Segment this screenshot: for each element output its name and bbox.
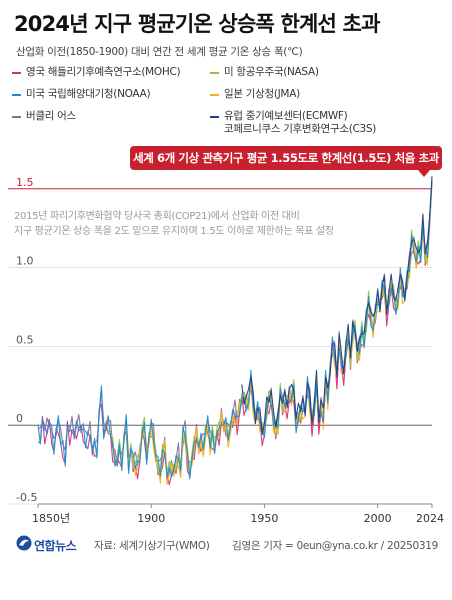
footer: 연합뉴스 자료: 세계기상기구(WMO) 김영은 기자 = 0eun@yna.c…	[0, 533, 452, 563]
callout-banner: 세계 6개 기상 관측기구 평균 1.55도로 한계선(1.5도) 처음 초과	[130, 146, 442, 170]
legend-swatch-jma	[210, 94, 219, 96]
yonhap-logo-icon	[16, 535, 32, 551]
yonhap-logo-text: 연합뉴스	[34, 539, 77, 553]
legend-label-ecmwf-line2: 코페르니쿠스 기후변화연구소(C3S)	[224, 123, 377, 135]
legend-swatch-mohc	[12, 72, 21, 74]
legend-swatch-noaa	[12, 94, 21, 96]
y-tick-label: -0.5	[16, 491, 37, 504]
paris-agreement-note: 2015년 파리기후변화협약 당사국 총회(COP21)에서 산업화 이전 대비…	[14, 209, 370, 239]
credit-text: 김영은 기자 = 0eun@yna.co.kr / 20250319	[232, 540, 438, 552]
source-text: 자료: 세계기상기구(WMO)	[94, 540, 210, 552]
legend-label-noaa: 미국 국립해양대기청(NOAA)	[26, 88, 151, 100]
legend-swatch-ecmwf	[210, 116, 219, 118]
legend-swatch-berkeley	[12, 116, 21, 118]
axis-ticks: 1.5 1.0 0.5 0 -0.5 1850년 1900 1950 2000 2024	[16, 176, 444, 525]
page-title: 2024년 지구 평균기온 상승폭 한계선 초과	[14, 12, 380, 36]
legend-label-nasa: 미 항공우주국(NASA)	[224, 66, 319, 78]
note-line-2: 지구 평균기온 상승 폭을 2도 밑으로 유지하며 1.5도 이하로 제한하는 …	[14, 226, 334, 237]
x-tick-label: 2024	[416, 512, 444, 525]
x-tick-label: 2000	[364, 512, 392, 525]
legend-label-berkeley: 버클리 어스	[26, 110, 76, 122]
legend-label-jma: 일본 기상청(JMA)	[224, 88, 300, 100]
y-tick-label: 0	[16, 412, 23, 425]
line-chart: 1.5 1.0 0.5 0 -0.5 1850년 1900 1950 2000 2024	[8, 176, 444, 525]
chart-legend: 영국 해들리기후예측연구소(MOHC) 미 항공우주국(NASA) 미국 국립해…	[12, 66, 442, 138]
note-line-1: 2015년 파리기후변화협약 당사국 총회(COP21)에서 산업화 이전 대비	[14, 211, 300, 222]
legend-label-ecmwf: 유럽 중기예보센터(ECMWF)	[224, 110, 348, 122]
legend-label-mohc: 영국 해들리기후예측연구소(MOHC)	[26, 66, 181, 78]
series-line-noaa	[37, 180, 433, 480]
x-tick-label: 1900	[137, 512, 165, 525]
y-tick-label: 1.0	[16, 255, 34, 268]
series-line-ecmwf	[241, 176, 433, 435]
callout-pointer	[418, 170, 430, 177]
y-tick-label: 0.5	[16, 333, 34, 346]
chart-subtitle: 산업화 이전(1850-1900) 대비 연간 전 세계 평균 기온 상승 폭(…	[16, 46, 303, 58]
y-tick-label: 1.5	[16, 176, 34, 189]
x-tick-label: 1850년	[32, 512, 70, 525]
legend-swatch-nasa	[210, 72, 219, 74]
x-tick-label: 1950	[250, 512, 278, 525]
series-lines	[37, 176, 433, 486]
